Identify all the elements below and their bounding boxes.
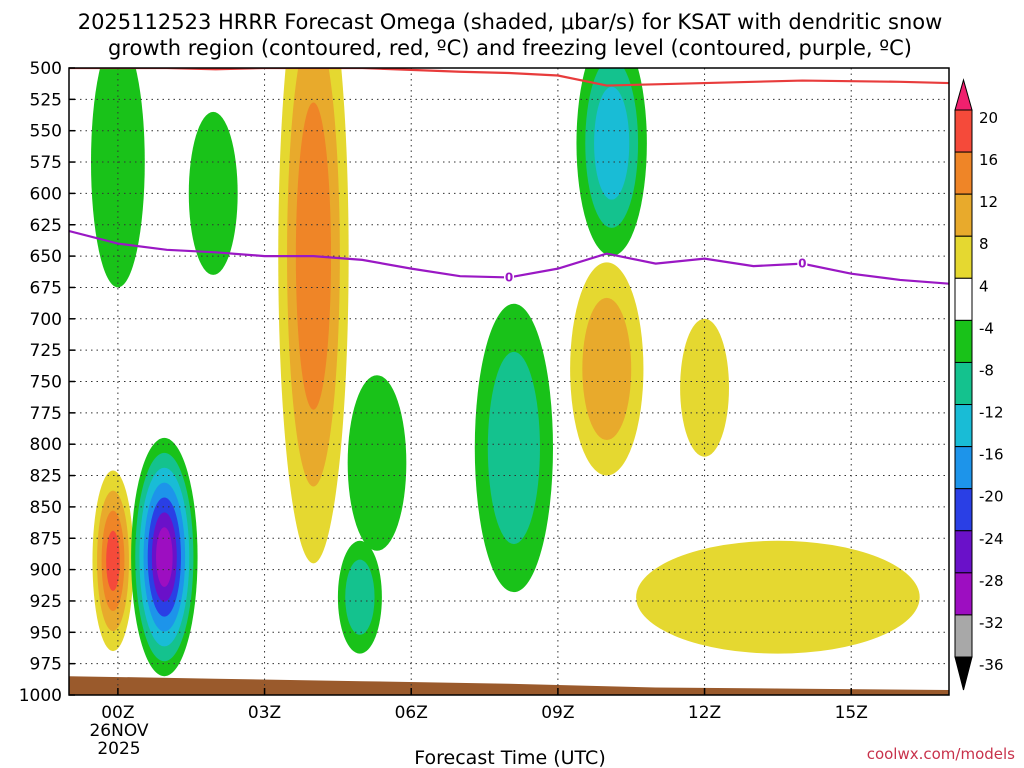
plot-area: 00 xyxy=(69,68,949,695)
y-tick-label: 775 xyxy=(30,404,62,424)
colorbar-label: -24 xyxy=(979,530,1004,548)
y-tick-label: 725 xyxy=(30,341,62,361)
colorbar-segment-11 xyxy=(954,572,973,616)
colorbar-label: 12 xyxy=(979,193,998,211)
colorbar-label: -20 xyxy=(979,488,1004,506)
colorbar-segment-2 xyxy=(954,193,973,237)
ground-layer xyxy=(69,676,949,695)
colorbar-label: 16 xyxy=(979,151,998,169)
contours: 00 xyxy=(69,68,949,285)
omega-region-3-level-0 xyxy=(91,68,145,288)
freezing-level-label: 0 xyxy=(798,257,806,271)
ground-fill xyxy=(69,676,949,695)
colorbar-label: 4 xyxy=(979,277,989,295)
colorbar-segment-7 xyxy=(954,404,973,448)
freezing-level-label: 0 xyxy=(505,270,513,284)
colorbar-segment-9 xyxy=(954,488,973,532)
omega-region-0-level-3 xyxy=(106,530,120,591)
y-tick-label: 825 xyxy=(30,467,62,487)
y-tick-label: 925 xyxy=(30,592,62,612)
y-tick-label: 850 xyxy=(30,498,62,518)
y-tick-label: 750 xyxy=(30,373,62,393)
date-label-year: 2025 xyxy=(97,739,140,759)
colorbar-segment-4 xyxy=(954,277,973,321)
colorbar-label: -8 xyxy=(979,361,994,379)
y-axis: 500 525 550 575 600 625 650 675 700 725 750 775 800 8… xyxy=(19,59,75,706)
colorbar-label: -4 xyxy=(979,319,994,337)
omega-region-1-level-6 xyxy=(156,527,173,587)
y-tick-label: 800 xyxy=(30,435,62,455)
y-tick-label: 650 xyxy=(30,247,62,267)
y-tick-label: 575 xyxy=(30,153,62,173)
colorbar-segment-6 xyxy=(954,361,973,406)
y-tick-label: 550 xyxy=(30,122,62,142)
omega-region-9-level-1 xyxy=(582,297,632,441)
chart-subtitle: growth region (contoured, red, ºC) and f… xyxy=(108,36,912,60)
colorbar-label: -32 xyxy=(979,614,1004,632)
y-tick-label: 525 xyxy=(30,90,62,110)
colorbar-segment-3 xyxy=(954,235,973,279)
y-tick-label: 950 xyxy=(30,623,62,643)
y-tick-label: 625 xyxy=(30,216,62,236)
x-tick-label: 09Z xyxy=(541,703,574,723)
omega-region-11-level-0 xyxy=(636,540,920,654)
date-label-day: 26NOV xyxy=(89,721,148,741)
omega-region-5-level-0 xyxy=(347,375,407,551)
colorbar-label: 8 xyxy=(979,235,989,253)
x-axis-label: Forecast Time (UTC) xyxy=(414,747,605,768)
y-tick-label: 675 xyxy=(30,278,62,298)
omega-region-6-level-1 xyxy=(345,559,375,635)
y-tick-label: 875 xyxy=(30,529,62,549)
colorbar-segment-10 xyxy=(954,530,973,574)
colorbar-segment-8 xyxy=(954,446,973,490)
colorbar-label: 20 xyxy=(979,109,998,127)
x-tick-label: 15Z xyxy=(835,703,868,723)
chart-title: 2025112523 HRRR Forecast Omega (shaded, … xyxy=(78,10,943,34)
y-tick-label: 1000 xyxy=(19,686,62,706)
colorbar-label: -36 xyxy=(979,656,1004,674)
colorbar-label: -16 xyxy=(979,446,1004,464)
y-tick-label: 975 xyxy=(30,655,62,675)
y-tick-label: 700 xyxy=(30,310,62,330)
x-tick-label: 00Z xyxy=(101,703,134,723)
x-tick-label: 06Z xyxy=(395,703,428,723)
dendritic-growth-line xyxy=(69,68,949,87)
colorbar: 20 16 12 8 4 -4 -8 -12 -16 -20 -24 -28 -32 -36 xyxy=(954,78,1004,691)
omega-region-7-level-2 xyxy=(594,86,630,200)
colorbar-bottom-triangle xyxy=(954,656,973,691)
colorbar-label: -28 xyxy=(979,572,1004,590)
y-tick-label: 900 xyxy=(30,561,62,581)
freezing-level-label-bg xyxy=(797,256,808,270)
omega-shading xyxy=(91,68,920,677)
x-axis: 00Z 03Z 06Z 09Z 12Z 15Z xyxy=(101,688,868,723)
freezing-level-label-bg xyxy=(504,270,514,284)
grid-lines xyxy=(69,68,949,695)
colorbar-segment-0 xyxy=(954,109,973,153)
colorbar-label: -12 xyxy=(979,404,1004,422)
credit-text: coolwx.com/models xyxy=(867,745,1015,763)
colorbar-segment-1 xyxy=(954,151,973,195)
colorbar-top-triangle xyxy=(954,78,973,111)
x-tick-label: 12Z xyxy=(688,703,721,723)
y-tick-label: 600 xyxy=(30,184,62,204)
x-tick-label: 03Z xyxy=(248,703,281,723)
omega-region-8-level-1 xyxy=(487,351,540,545)
y-tick-label: 500 xyxy=(30,59,62,79)
colorbar-segment-5 xyxy=(954,319,973,363)
colorbar-segment-12 xyxy=(954,614,973,658)
